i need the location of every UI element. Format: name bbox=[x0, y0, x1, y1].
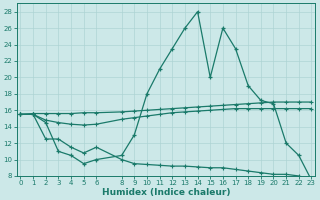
X-axis label: Humidex (Indice chaleur): Humidex (Indice chaleur) bbox=[102, 188, 230, 197]
